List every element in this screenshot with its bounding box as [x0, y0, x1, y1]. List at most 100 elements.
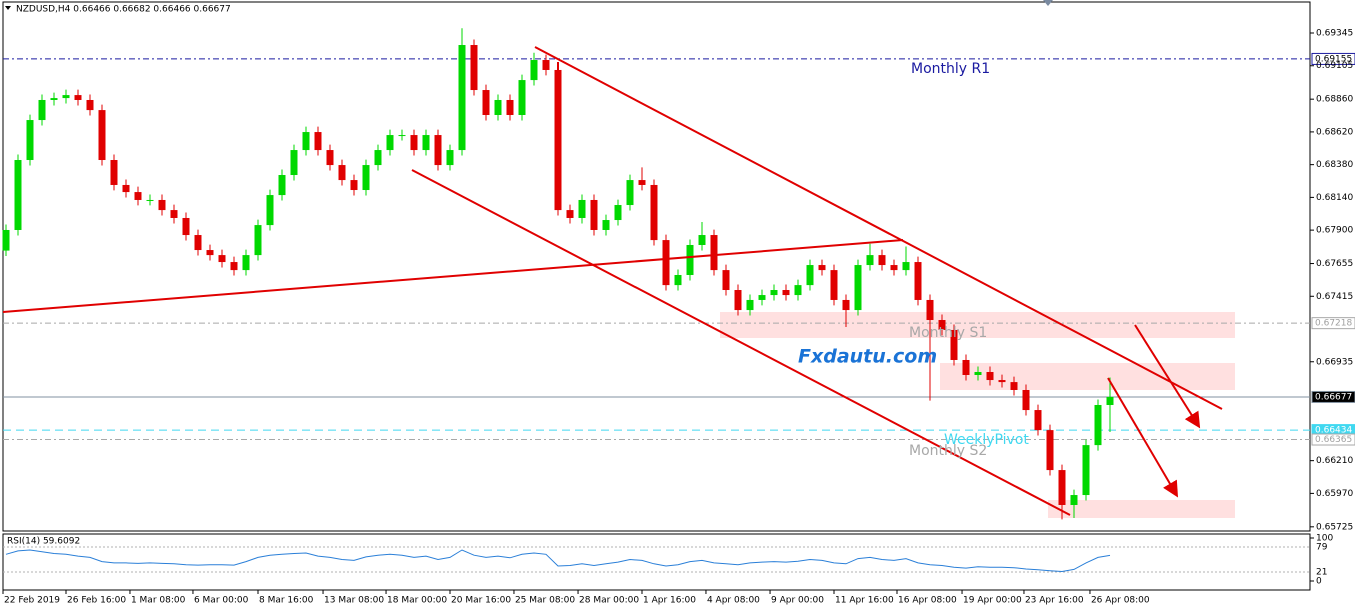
candle-body — [902, 262, 910, 271]
price-tag — [1311, 52, 1355, 65]
x-tick-label: 20 Mar 16:00 — [451, 596, 511, 606]
price-tag-label: 0.66434 — [1315, 426, 1352, 436]
candle-body — [794, 285, 802, 296]
candle-body — [1058, 470, 1066, 505]
price-tag — [1311, 390, 1355, 403]
y-tick-label: 0.69345 — [1316, 29, 1353, 39]
candle-body — [614, 205, 622, 221]
candle-body — [950, 329, 958, 360]
candle-body — [674, 275, 682, 286]
candle-body — [1106, 396, 1114, 406]
y-tick-label: 0.67655 — [1316, 259, 1353, 269]
candle-body — [158, 199, 166, 211]
x-tick-label: 25 Mar 08:00 — [515, 596, 575, 606]
candle-body — [986, 371, 994, 381]
candle-body — [194, 235, 202, 251]
zone — [940, 363, 1235, 390]
candle-body — [830, 270, 838, 300]
candle-body — [1082, 445, 1090, 496]
x-tick-label: 8 Mar 16:00 — [259, 596, 314, 606]
candle-body — [1010, 382, 1018, 390]
candle-body — [722, 270, 730, 291]
candle-body — [254, 225, 262, 256]
x-tick-label: 28 Mar 00:00 — [579, 596, 639, 606]
candle-body — [926, 299, 934, 321]
candle-body — [206, 250, 214, 256]
candle-body — [86, 99, 94, 111]
x-tick-label: 26 Feb 16:00 — [67, 596, 126, 606]
zone — [720, 312, 1235, 338]
candle-body — [278, 175, 286, 196]
trendlines — [2, 46, 1223, 516]
price-tag — [1311, 317, 1355, 330]
candle-body — [938, 320, 946, 330]
candle-body — [230, 262, 238, 271]
candle-body — [1094, 405, 1102, 446]
candle-body — [506, 99, 514, 115]
candle-body — [866, 255, 874, 266]
y-tick-label: 0.67900 — [1316, 226, 1353, 236]
price-tag-label: 0.66365 — [1315, 435, 1352, 445]
rsi-tick-label: 100 — [1316, 534, 1333, 544]
candle-body — [518, 80, 526, 115]
candle-body — [758, 295, 766, 300]
candle-body — [890, 265, 898, 271]
arrows — [1107, 324, 1201, 498]
y-tick-label: 0.68620 — [1316, 127, 1353, 137]
candle-body — [290, 150, 298, 176]
price-tag — [1311, 433, 1355, 446]
candle-body — [182, 217, 190, 236]
x-tick-label: 4 Apr 08:00 — [707, 596, 760, 606]
candle-body — [14, 160, 22, 230]
x-tick-label: 23 Apr 16:00 — [1025, 596, 1084, 606]
candle-body — [578, 199, 586, 218]
main-frame — [2, 1, 1311, 532]
candle-body — [26, 120, 34, 161]
candle-body — [434, 135, 442, 166]
candle-body — [146, 199, 154, 201]
price-tag-label: 0.69155 — [1315, 54, 1352, 64]
candle-body — [590, 199, 598, 230]
candle-body — [482, 90, 490, 115]
x-tick-label: 26 Apr 08:00 — [1091, 596, 1150, 606]
candle-body — [242, 255, 250, 271]
candle-body — [314, 132, 322, 151]
level-label: Monthly S1 — [909, 325, 987, 341]
candle-body — [842, 299, 850, 311]
candle-body — [686, 244, 694, 276]
x-tick-label: 18 Mar 00:00 — [387, 596, 447, 606]
candle-body — [362, 165, 370, 191]
trendline — [2, 239, 904, 313]
chart-title: NZDUSD,H4 0.66466 0.66682 0.66466 0.6667… — [16, 5, 231, 15]
candle-body — [566, 210, 574, 218]
candle-body — [710, 235, 718, 271]
rsi-label: RSI(14) 59.6092 — [7, 537, 80, 547]
candle-body — [734, 290, 742, 311]
candle-body — [542, 60, 550, 70]
candle-body — [458, 45, 466, 151]
candle-body — [398, 135, 406, 137]
candle-body — [422, 135, 430, 151]
candle-body — [62, 95, 70, 99]
candle-body — [2, 229, 10, 251]
candle-body — [818, 265, 826, 271]
candle-body — [854, 265, 862, 311]
candle-body — [50, 98, 58, 100]
candle-body — [1070, 495, 1078, 505]
y-tick-label: 0.66935 — [1316, 357, 1353, 367]
y-tick-label: 0.68860 — [1316, 95, 1353, 105]
candle-body — [746, 299, 754, 311]
candle-body — [962, 359, 970, 375]
candle-body — [638, 180, 646, 185]
menu-triangle[interactable] — [5, 6, 11, 10]
candle-body — [1022, 389, 1030, 411]
candle-body — [326, 150, 334, 166]
y-tick-label: 0.68380 — [1316, 160, 1353, 170]
arrow — [1134, 324, 1201, 429]
candle-body — [998, 380, 1006, 383]
shift-marker — [1043, 0, 1053, 6]
candle-body — [782, 290, 790, 296]
candle-body — [338, 165, 346, 181]
level-label: WeeklyPivot — [944, 432, 1029, 448]
